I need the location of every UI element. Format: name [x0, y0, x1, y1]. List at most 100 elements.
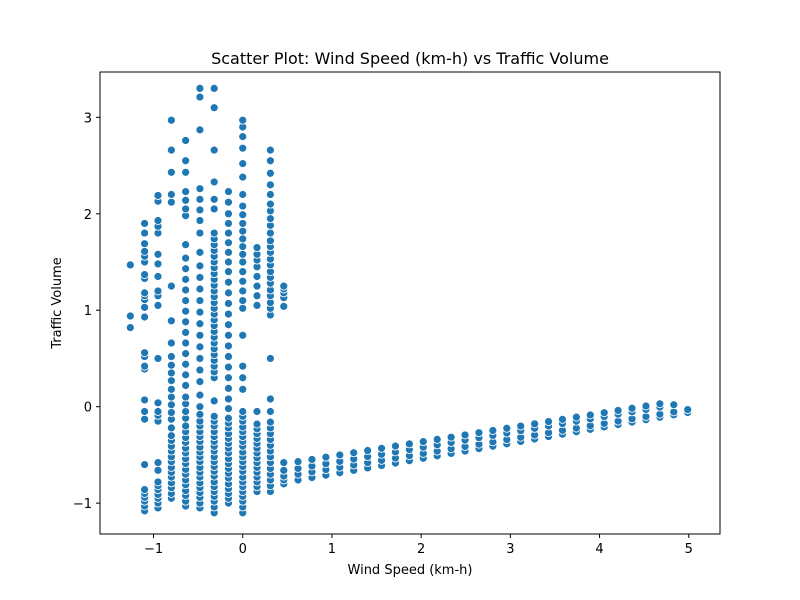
- data-point: [195, 296, 205, 305]
- data-point: [209, 103, 219, 113]
- data-point: [195, 92, 205, 102]
- data-point: [140, 246, 150, 256]
- data-point: [195, 284, 205, 294]
- data-point: [209, 145, 219, 155]
- data-point: [432, 434, 442, 444]
- data-point: [238, 234, 248, 244]
- data-point: [166, 281, 176, 291]
- data-point: [140, 239, 150, 249]
- data-point: [238, 115, 248, 125]
- chart-title: Scatter Plot: Wind Speed (km-h) vs Traff…: [211, 49, 609, 68]
- data-point: [195, 307, 205, 317]
- data-point: [166, 316, 176, 326]
- data-point: [418, 437, 428, 447]
- data-point: [195, 247, 205, 257]
- data-point: [181, 253, 191, 263]
- data-point: [166, 352, 176, 361]
- data-point: [166, 376, 176, 386]
- data-point: [209, 204, 219, 214]
- x-tick-label: 0: [239, 542, 247, 557]
- data-point: [669, 400, 679, 410]
- data-point: [181, 381, 191, 390]
- data-point: [153, 272, 163, 281]
- data-point: [530, 419, 540, 429]
- data-point: [224, 277, 233, 287]
- data-point: [224, 352, 233, 361]
- data-point: [238, 373, 248, 383]
- data-point: [181, 264, 191, 274]
- data-point: [238, 132, 248, 142]
- x-tick-label: 1: [328, 542, 336, 557]
- y-tick-label: 0: [84, 401, 92, 416]
- data-point: [238, 172, 248, 182]
- data-point: [166, 338, 176, 348]
- data-point: [209, 228, 219, 238]
- data-point: [460, 430, 470, 440]
- data-point: [153, 477, 163, 487]
- data-point: [153, 216, 163, 225]
- data-point: [181, 421, 191, 431]
- data-point: [140, 395, 150, 405]
- data-point: [181, 349, 191, 359]
- data-point: [166, 408, 176, 417]
- data-point: [307, 455, 317, 464]
- data-point: [377, 443, 386, 453]
- data-point: [488, 426, 498, 435]
- data-point: [571, 412, 581, 422]
- data-point: [279, 465, 289, 475]
- data-point: [238, 226, 248, 236]
- data-point: [140, 219, 150, 228]
- data-point: [181, 285, 191, 295]
- data-point: [224, 383, 233, 393]
- data-point: [195, 84, 205, 93]
- data-point: [195, 228, 205, 238]
- data-point: [181, 136, 191, 145]
- data-point: [224, 413, 233, 423]
- data-point: [391, 441, 400, 451]
- data-point: [265, 190, 275, 199]
- plot-frame: [99, 71, 721, 535]
- data-point: [140, 361, 150, 371]
- data-point: [166, 384, 176, 394]
- data-point: [238, 296, 248, 305]
- data-point: [166, 190, 176, 199]
- data-point: [140, 414, 150, 424]
- data-point: [224, 187, 233, 197]
- data-point: [224, 299, 233, 308]
- data-point: [252, 281, 262, 291]
- data-point: [166, 145, 176, 155]
- data-point: [224, 257, 233, 267]
- data-point: [224, 404, 233, 414]
- data-point: [252, 301, 262, 310]
- data-point: [655, 399, 665, 409]
- x-tick-label: 5: [685, 542, 693, 557]
- data-point: [153, 465, 163, 475]
- data-point: [544, 417, 553, 427]
- data-point: [238, 303, 248, 313]
- data-point: [140, 348, 150, 358]
- data-point: [209, 194, 219, 204]
- data-point: [238, 330, 248, 340]
- data-point: [265, 145, 275, 155]
- data-point: [181, 195, 191, 205]
- data-point: [238, 190, 248, 199]
- data-point: [224, 320, 233, 330]
- data-point: [181, 317, 191, 327]
- data-point: [238, 276, 248, 286]
- data-point: [265, 354, 275, 363]
- data-point: [238, 210, 248, 220]
- data-point: [252, 419, 262, 429]
- data-point: [153, 286, 163, 296]
- data-point: [599, 408, 609, 418]
- x-tick-label: 4: [595, 542, 603, 557]
- data-point: [140, 460, 150, 469]
- data-points: [125, 84, 693, 518]
- data-point: [195, 216, 205, 225]
- data-point: [181, 338, 191, 348]
- data-point: [153, 354, 163, 363]
- data-point: [238, 201, 248, 211]
- data-point: [153, 398, 163, 408]
- data-point: [252, 291, 262, 301]
- data-point: [181, 187, 191, 197]
